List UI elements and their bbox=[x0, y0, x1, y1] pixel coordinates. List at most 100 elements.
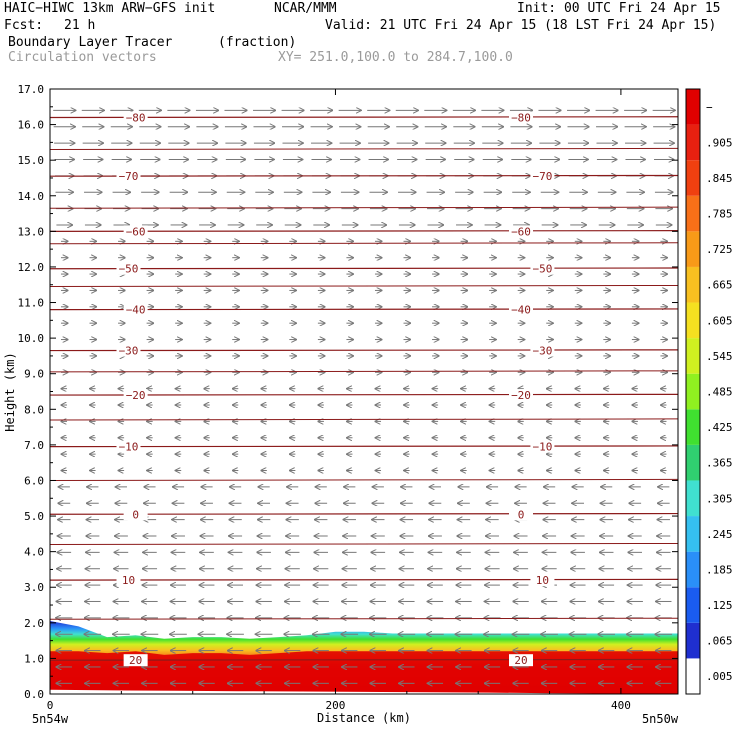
y-tick-label: 16.0 bbox=[18, 119, 45, 132]
colorbar-frame bbox=[685, 88, 701, 695]
terrain bbox=[50, 689, 678, 694]
x-axis-title: Distance (km) bbox=[317, 711, 411, 725]
isotherm-label: −10 bbox=[532, 441, 552, 454]
isotherm-line bbox=[49, 617, 679, 620]
colorbar-label: .845 bbox=[706, 172, 733, 185]
colorbar-swatch bbox=[686, 373, 700, 410]
model-title: HAIC−HIWC 13km ARW−GFS init bbox=[4, 1, 216, 16]
x-end-label-right: 5n50w bbox=[642, 712, 679, 726]
isotherm-line bbox=[49, 445, 679, 448]
isotherm-line bbox=[49, 242, 679, 245]
colorbar-label: .125 bbox=[706, 599, 733, 612]
isotherm-label: 10 bbox=[122, 574, 135, 587]
y-axis-title: Height (km) bbox=[3, 352, 17, 431]
colorbar-swatch bbox=[686, 480, 700, 517]
y-tick-label: 1.0 bbox=[24, 652, 44, 665]
isotherm-label: −40 bbox=[126, 304, 146, 317]
isotherm-label-bg bbox=[123, 389, 148, 402]
y-tick-label: 6.0 bbox=[24, 474, 44, 487]
init-time: Init: 00 UTC Fri 24 Apr 15 bbox=[517, 1, 721, 16]
isotherm-label: −60 bbox=[126, 225, 146, 238]
isotherm-label-bg bbox=[116, 344, 141, 357]
colorbar-swatch bbox=[686, 516, 700, 552]
colorbar-swatch bbox=[686, 409, 700, 445]
y-tick-label: 13.0 bbox=[18, 225, 45, 238]
colorbar-swatch bbox=[686, 302, 700, 339]
isotherm-label: −40 bbox=[511, 304, 531, 317]
y-tick-label: 0.0 bbox=[24, 688, 44, 701]
colorbar-label: .725 bbox=[706, 243, 733, 256]
isotherm-line bbox=[49, 418, 679, 421]
y-tick-label: 4.0 bbox=[24, 546, 44, 559]
isotherm-label-bg bbox=[116, 262, 141, 275]
isotherm-label-bg bbox=[530, 170, 555, 183]
isotherm-label-bg bbox=[116, 170, 141, 183]
isotherm-line bbox=[49, 174, 679, 177]
colorbar-swatch bbox=[686, 551, 700, 588]
isotherm-line bbox=[49, 147, 679, 150]
y-tick-label: 7.0 bbox=[24, 439, 44, 452]
isotherm-line bbox=[49, 349, 679, 352]
x-tick-label: 0 bbox=[47, 699, 54, 712]
colorbar-swatch bbox=[686, 338, 700, 374]
cross-section-endpoints: XY= 251.0,100.0 to 284.7,100.0 bbox=[278, 50, 513, 65]
y-tick-label: 11.0 bbox=[18, 297, 45, 310]
x-end-label-left: 5n54w bbox=[32, 712, 69, 726]
valid-time: Valid: 21 UTC Fri 24 Apr 15 (18 LST Fri … bbox=[325, 18, 717, 33]
isotherm-label-bg bbox=[509, 111, 533, 124]
isotherm-label-bg bbox=[530, 262, 555, 275]
isotherm-label-bg bbox=[509, 389, 533, 402]
forecast-hour: 21 h bbox=[64, 18, 96, 33]
isotherm-label: −50 bbox=[119, 263, 139, 276]
isotherm-line bbox=[49, 206, 679, 209]
colorbar-swatch bbox=[686, 124, 700, 161]
isotherm-label-bg bbox=[509, 654, 533, 667]
colorbar-swatch bbox=[686, 444, 700, 481]
isotherm-label: −20 bbox=[126, 389, 146, 402]
isotherm-label-bg bbox=[123, 654, 148, 667]
isotherm-line bbox=[49, 578, 679, 581]
colorbar-label: .425 bbox=[706, 421, 733, 434]
colorbar-swatch bbox=[686, 231, 700, 267]
colorbar-swatch bbox=[686, 266, 700, 303]
colorbar-label: .245 bbox=[706, 528, 733, 541]
isotherm-label-bg bbox=[123, 111, 148, 124]
colorbar-label: .065 bbox=[706, 635, 733, 648]
y-tick-label: 15.0 bbox=[18, 154, 45, 167]
isotherm-label-bg bbox=[530, 344, 555, 357]
isotherm-label: −50 bbox=[532, 263, 552, 276]
y-tick-label: 17.0 bbox=[18, 83, 45, 96]
colorbar-label: .665 bbox=[706, 279, 733, 292]
org-label: NCAR/MMM bbox=[274, 1, 337, 16]
isotherm-label: −20 bbox=[511, 389, 531, 402]
isotherm-line bbox=[49, 116, 679, 119]
isotherm-label: 10 bbox=[536, 574, 549, 587]
isotherm-line bbox=[49, 393, 679, 396]
field-units: (fraction) bbox=[218, 35, 297, 50]
isotherm-label-bg bbox=[123, 508, 148, 521]
y-tick-label: 10.0 bbox=[18, 332, 45, 345]
isotherm-label-bg bbox=[530, 440, 555, 453]
colorbar-label: − bbox=[706, 101, 713, 114]
colorbar-label: .005 bbox=[706, 670, 733, 683]
x-tick-label: 400 bbox=[611, 699, 631, 712]
colorbar-label: .905 bbox=[706, 136, 733, 149]
isotherm-line bbox=[49, 478, 679, 481]
isotherm-label: 0 bbox=[518, 508, 525, 521]
isotherm-label-bg bbox=[509, 508, 533, 521]
colorbar-swatch bbox=[686, 622, 700, 659]
isotherm-label-bg bbox=[123, 225, 148, 238]
isotherm-label: 0 bbox=[132, 508, 139, 521]
isotherm-label-bg bbox=[116, 574, 141, 587]
isotherm-label: −80 bbox=[511, 111, 531, 124]
isotherm-label: −10 bbox=[119, 441, 139, 454]
colorbar-label: .545 bbox=[706, 350, 733, 363]
isotherm-label: −70 bbox=[532, 170, 552, 183]
isotherm-label: 20 bbox=[514, 654, 527, 667]
field-title: Boundary Layer Tracer bbox=[8, 35, 173, 50]
colorbar-swatch bbox=[686, 160, 700, 196]
isotherm-line bbox=[49, 267, 679, 270]
colorbar-label: .605 bbox=[706, 314, 733, 327]
colorbar-swatch bbox=[686, 89, 700, 125]
